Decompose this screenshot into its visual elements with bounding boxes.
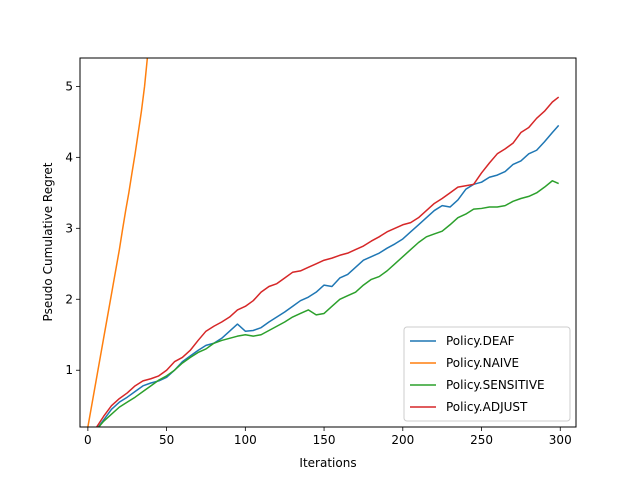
y-axis-ticks: 1 2 3 4 5 bbox=[65, 79, 80, 377]
x-tick-label: 200 bbox=[391, 433, 414, 447]
y-tick-label: 4 bbox=[65, 150, 73, 164]
legend-entry-label: Policy.NAIVE bbox=[446, 356, 519, 370]
x-tick-label: 100 bbox=[234, 433, 257, 447]
x-tick-label: 250 bbox=[470, 433, 493, 447]
x-tick-label: 300 bbox=[549, 433, 572, 447]
series-line-3 bbox=[95, 96, 560, 427]
x-tick-label: 0 bbox=[84, 433, 92, 447]
legend: Policy.DEAF Policy.NAIVE Policy.SENSITIVE P… bbox=[403, 326, 571, 422]
legend-box bbox=[403, 326, 571, 422]
legend-entry-label: Policy.DEAF bbox=[446, 334, 515, 348]
series-line-2 bbox=[97, 180, 559, 427]
legend-entry-label: Policy.SENSITIVE bbox=[446, 378, 545, 392]
x-axis-ticks: 0 50 100 150 200 250 300 bbox=[84, 427, 572, 447]
y-axis-label: Pseudo Cumulative Regret bbox=[41, 162, 55, 321]
x-axis-label: Iterations bbox=[299, 456, 356, 470]
legend-entry-label: Policy.ADJUST bbox=[446, 400, 528, 414]
series-layer bbox=[87, 58, 560, 427]
series-line-0 bbox=[97, 124, 560, 427]
y-tick-label: 1 bbox=[65, 363, 73, 377]
series-line-1 bbox=[87, 58, 149, 427]
y-tick-label: 2 bbox=[65, 292, 73, 306]
y-tick-label: 5 bbox=[65, 79, 73, 93]
x-tick-label: 50 bbox=[159, 433, 174, 447]
y-tick-label: 3 bbox=[65, 221, 73, 235]
x-tick-label: 150 bbox=[313, 433, 336, 447]
plot-frame bbox=[79, 57, 577, 428]
